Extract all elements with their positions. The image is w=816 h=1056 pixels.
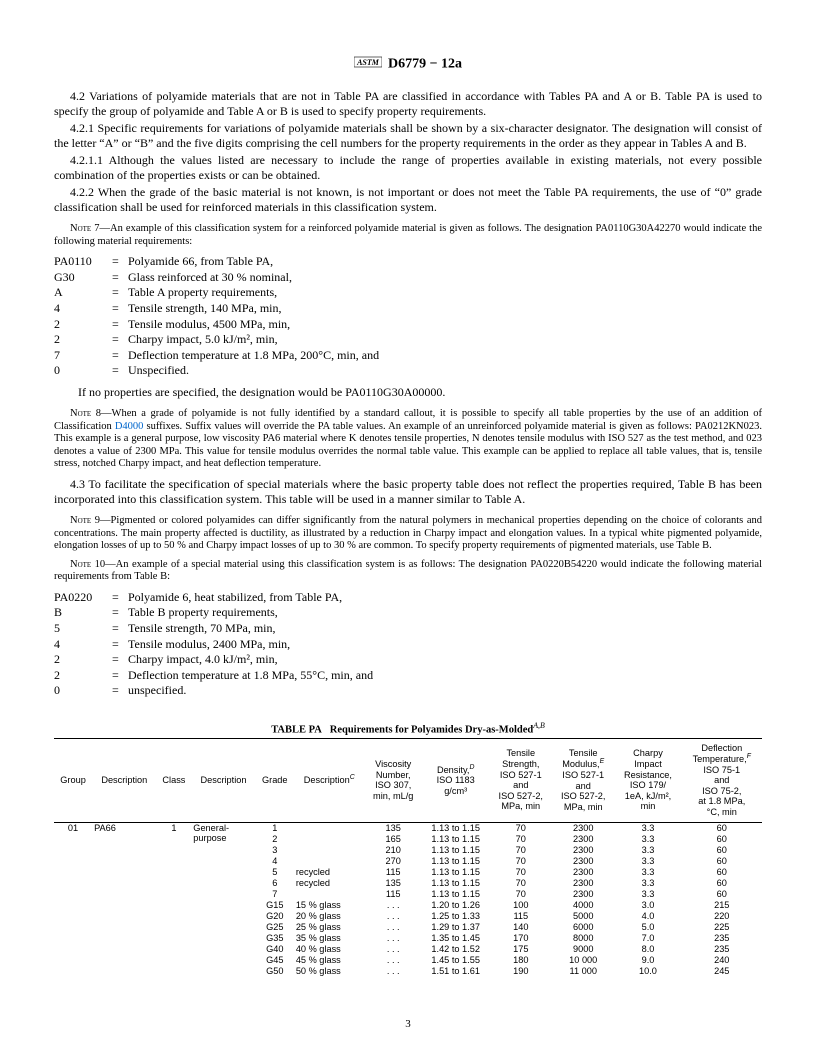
def-row: 0=unspecified. [54, 683, 762, 699]
definition-list-1: PA0110=Polyamide 66, from Table PA,G30=G… [54, 254, 762, 379]
svg-text:ASTM: ASTM [356, 58, 380, 67]
def-row: PA0110=Polyamide 66, from Table PA, [54, 254, 762, 270]
th-visc: ViscosityNumber,ISO 307,min, mL/g [365, 738, 422, 822]
para-4-2: 4.2 Variations of polyamide materials th… [54, 89, 762, 119]
table-row: G1515 % glass. . .1.20 to 1.2610040003.0… [54, 900, 762, 911]
table-row: G3535 % glass. . .1.35 to 1.4517080007.0… [54, 933, 762, 944]
def-row: 4=Tensile strength, 140 MPa, min, [54, 301, 762, 317]
th-group: Group [54, 738, 92, 822]
astm-logo: ASTM [354, 54, 382, 75]
para-4-2-1-1: 4.2.1.1 Although the values listed are n… [54, 153, 762, 183]
table-row: 71151.13 to 1.157023003.360 [54, 889, 762, 900]
designation: D6779 − 12a [388, 57, 462, 72]
table-row: 01PA661General-purpose11351.13 to 1.1570… [54, 822, 762, 834]
th-class: Class [157, 738, 192, 822]
note-10: Note 10—An example of a special material… [54, 559, 762, 584]
th-desc: Description [92, 738, 156, 822]
def-row: B=Table B property requirements, [54, 605, 762, 621]
link-d4000[interactable]: D4000 [115, 421, 144, 432]
table-row: G2525 % glass. . .1.29 to 1.3714060005.0… [54, 922, 762, 933]
th-grade: Grade [256, 738, 294, 822]
para-4-2-2: 4.2.2 When the grade of the basic materi… [54, 185, 762, 215]
defs1-after: If no properties are specified, the desi… [78, 385, 762, 400]
table-row: G2020 % glass. . .1.25 to 1.3311550004.0… [54, 911, 762, 922]
table-row: 32101.13 to 1.157023003.360 [54, 845, 762, 856]
th-dens: Density,DISO 1183g/cm³ [422, 738, 490, 822]
th-ci: CharpyImpactResistance,ISO 179/1eA, kJ/m… [614, 738, 681, 822]
def-row: 2=Charpy impact, 4.0 kJ/m², min, [54, 652, 762, 668]
table-row: 21651.13 to 1.157023003.360 [54, 834, 762, 845]
para-4-2-1: 4.2.1 Specific requirements for variatio… [54, 121, 762, 151]
def-row: 0=Unspecified. [54, 363, 762, 379]
table-row: 5recycled1151.13 to 1.157023003.360 [54, 867, 762, 878]
th-ts: TensileStrength,ISO 527-1andISO 527-2,MP… [490, 738, 552, 822]
table-row: G5050 % glass. . .1.51 to 1.6119011 0001… [54, 966, 762, 977]
def-row: G30=Glass reinforced at 30 % nominal, [54, 270, 762, 286]
def-row: 5=Tensile strength, 70 MPa, min, [54, 621, 762, 637]
th-desc3: DescriptionC [294, 738, 365, 822]
page-header: ASTM D6779 − 12a [54, 54, 762, 75]
def-row: 2=Deflection temperature at 1.8 MPa, 55°… [54, 668, 762, 684]
table-pa: Group Description Class Description Grad… [54, 738, 762, 977]
th-desc2: Description [191, 738, 255, 822]
def-row: 2=Charpy impact, 5.0 kJ/m², min, [54, 332, 762, 348]
table-row: 6recycled1351.13 to 1.157023003.360 [54, 878, 762, 889]
table-pa-title: TABLE PA Requirements for Polyamides Dry… [54, 721, 762, 736]
para-4-3: 4.3 To facilitate the specification of s… [54, 477, 762, 507]
th-tm: TensileModulus,EISO 527-1andISO 527-2,MP… [552, 738, 614, 822]
def-row: PA0220=Polyamide 6, heat stabilized, fro… [54, 590, 762, 606]
note-8: Note 8—When a grade of polyamide is not … [54, 408, 762, 471]
table-row: G4545 % glass. . .1.45 to 1.5518010 0009… [54, 955, 762, 966]
th-dt: DeflectionTemperature,FISO 75-1andISO 75… [682, 738, 762, 822]
def-row: A=Table A property requirements, [54, 285, 762, 301]
table-row: G4040 % glass. . .1.42 to 1.5217590008.0… [54, 944, 762, 955]
def-row: 4=Tensile modulus, 2400 MPa, min, [54, 637, 762, 653]
page-number: 3 [0, 1018, 816, 1030]
table-row: 42701.13 to 1.157023003.360 [54, 856, 762, 867]
definition-list-2: PA0220=Polyamide 6, heat stabilized, fro… [54, 590, 762, 699]
def-row: 2=Tensile modulus, 4500 MPa, min, [54, 317, 762, 333]
note-7: Note 7—An example of this classification… [54, 223, 762, 248]
note-9: Note 9—Pigmented or colored polyamides c… [54, 515, 762, 553]
def-row: 7=Deflection temperature at 1.8 MPa, 200… [54, 348, 762, 364]
